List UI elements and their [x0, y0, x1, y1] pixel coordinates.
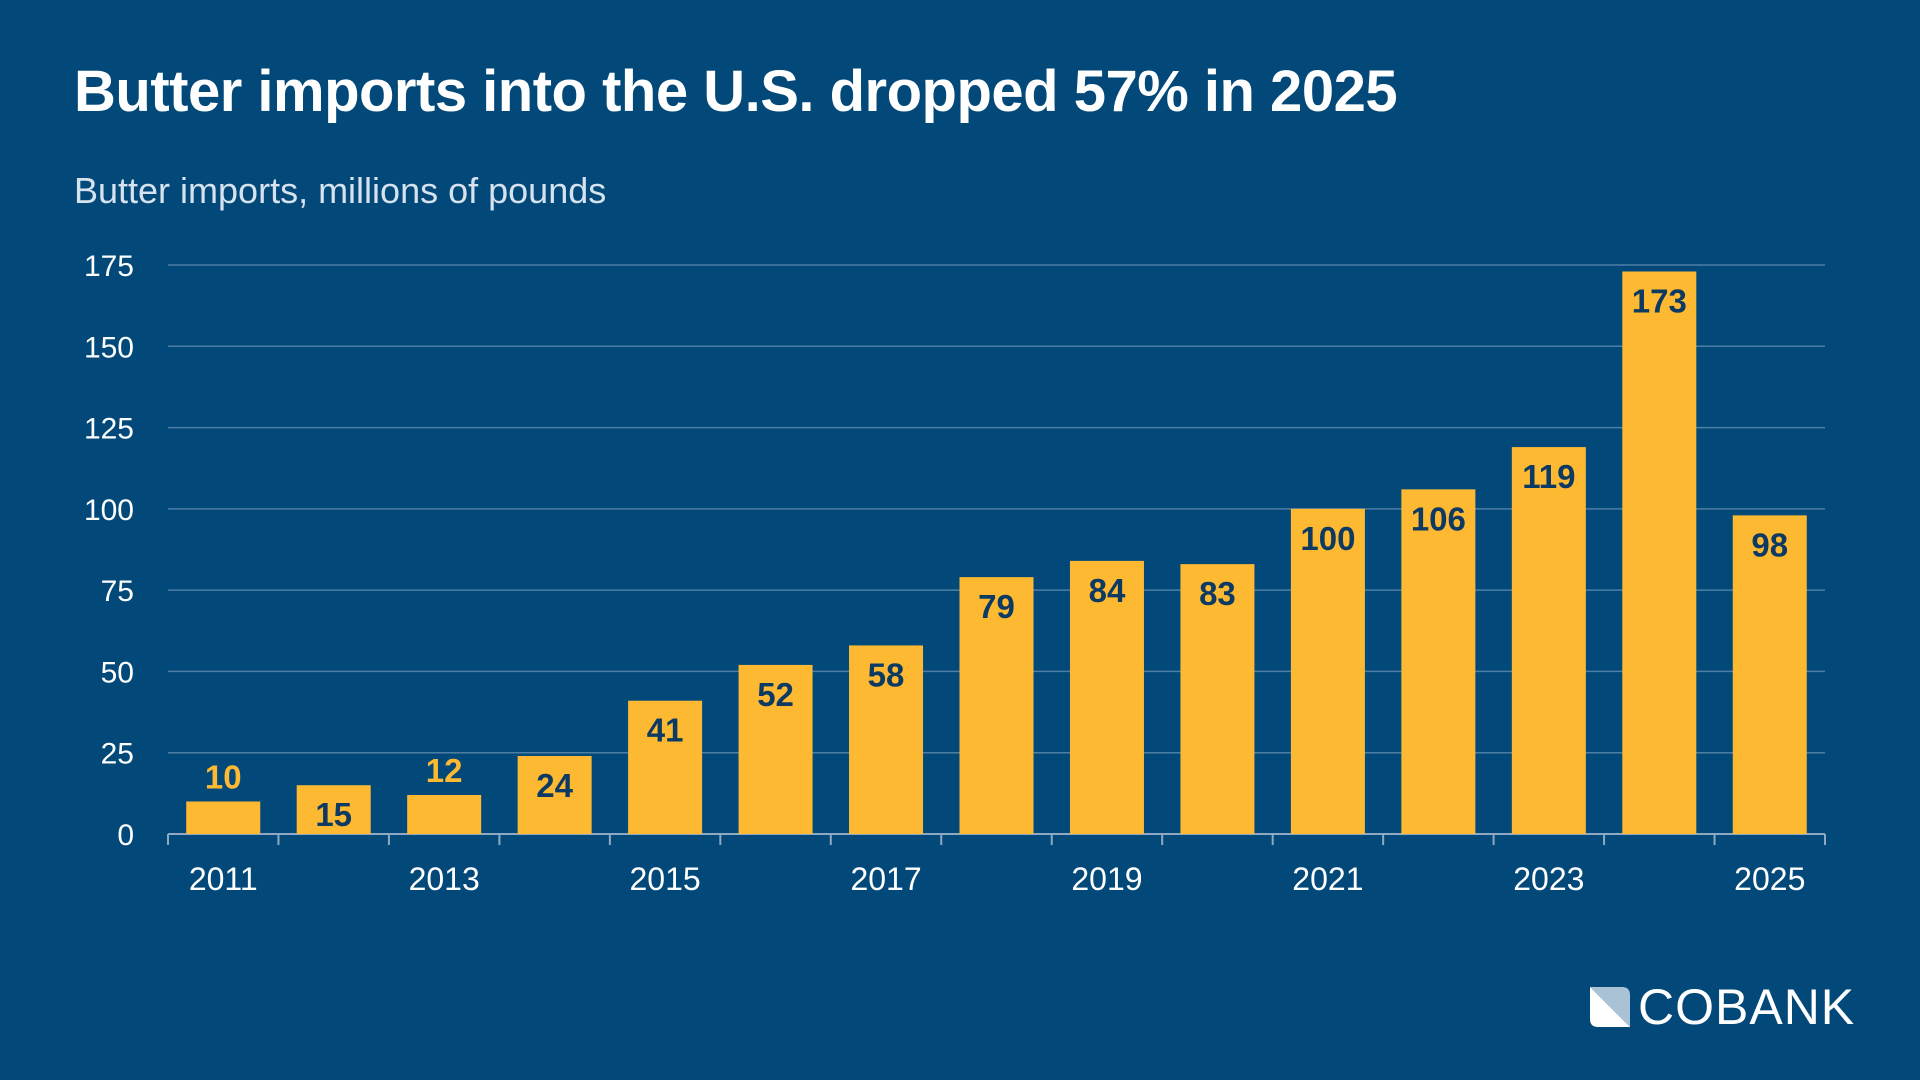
data-label: 173 — [1632, 283, 1687, 320]
bar-2013 — [407, 794, 482, 834]
bar-2020 — [1180, 564, 1255, 834]
bar-2011 — [186, 801, 261, 834]
data-label: 84 — [1089, 572, 1126, 609]
data-label: 119 — [1522, 458, 1575, 495]
bar-2019 — [1069, 560, 1144, 834]
data-label: 79 — [978, 588, 1015, 625]
x-tick-label: 2021 — [1292, 861, 1363, 897]
y-tick-label: 125 — [84, 413, 134, 446]
bar-2014 — [517, 755, 592, 834]
y-tick-label: 0 — [117, 819, 134, 852]
y-tick-label: 100 — [84, 494, 134, 527]
bar-2017 — [849, 645, 924, 834]
bar-2012 — [296, 785, 371, 834]
bar-2023 — [1511, 447, 1586, 834]
y-tick-label: 25 — [101, 738, 134, 771]
data-label: 106 — [1411, 500, 1466, 537]
data-label: 41 — [647, 712, 684, 749]
x-tick-label: 2019 — [1071, 861, 1142, 897]
cobank-logo-icon — [1590, 987, 1630, 1027]
bar-2022 — [1401, 489, 1476, 834]
y-tick-label: 150 — [84, 331, 134, 364]
y-tick-label: 175 — [84, 250, 134, 283]
x-tick-label: 2011 — [189, 861, 258, 897]
bar-2015 — [628, 700, 703, 834]
x-tick-label: 2015 — [630, 861, 701, 897]
bar-2021 — [1290, 508, 1365, 834]
data-label: 15 — [315, 796, 352, 833]
data-label: 10 — [205, 758, 242, 795]
brand-name: COBANK — [1638, 979, 1856, 1035]
data-label: 100 — [1300, 520, 1355, 557]
data-label: 83 — [1199, 575, 1236, 612]
chart-title: Butter imports into the U.S. dropped 57%… — [74, 59, 1398, 124]
data-label: 58 — [868, 656, 905, 693]
bar-2024 — [1622, 271, 1697, 834]
data-label: 12 — [426, 752, 463, 789]
data-label: 24 — [536, 767, 573, 804]
data-label: 52 — [757, 676, 794, 713]
x-tick-label: 2017 — [850, 861, 921, 897]
bar-2016 — [738, 664, 813, 834]
x-tick-label: 2025 — [1734, 861, 1805, 897]
x-tick-label: 2023 — [1513, 861, 1584, 897]
y-tick-label: 50 — [101, 656, 134, 689]
cobank-logo: COBANK — [1590, 982, 1855, 1032]
y-tick-label: 75 — [101, 575, 134, 608]
x-tick-label: 2013 — [409, 861, 480, 897]
chart-subtitle: Butter imports, millions of pounds — [74, 170, 607, 211]
bar-2025 — [1732, 515, 1807, 834]
bar-2018 — [959, 577, 1034, 834]
data-label: 98 — [1751, 526, 1788, 563]
